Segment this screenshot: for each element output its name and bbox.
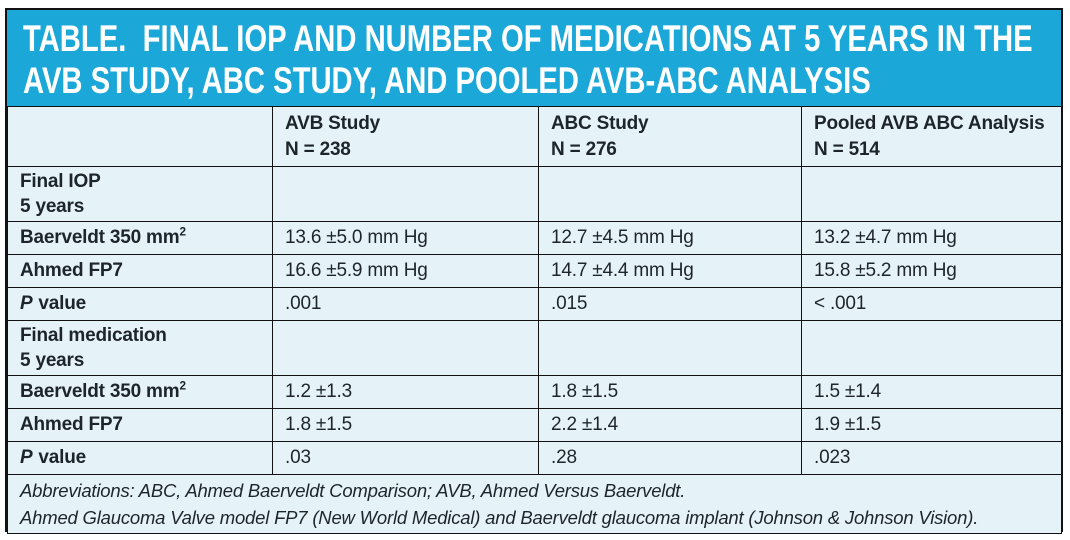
column-header-abc: ABC Study N = 276: [538, 106, 802, 167]
footnote-cell: Abbreviations: ABC, Ahmed Baerveldt Comp…: [7, 474, 1062, 534]
section-row-final-iop: Final IOP 5 years: [7, 166, 1062, 222]
row-label-cell: Ahmed FP7: [7, 254, 273, 288]
value-avb: 1.8 ±1.5: [285, 414, 352, 435]
row-label: Baerveldt 350 mm: [20, 227, 180, 248]
value-abc: 2.2 ±1.4: [551, 414, 618, 435]
value-cell: .28: [538, 441, 802, 475]
value-cell: .001: [272, 287, 539, 321]
section-line1: Final IOP: [20, 171, 101, 192]
value-cell: 1.8 ±1.5: [272, 408, 539, 442]
value-cell: 16.6 ±5.9 mm Hg: [272, 254, 539, 288]
row-label-cell: Baerveldt 350 mm2: [7, 375, 273, 409]
column-header-pooled: Pooled AVB ABC Analysis N = 514: [801, 106, 1062, 167]
row-label-cell: Baerveldt 350 mm2: [7, 221, 273, 255]
p-symbol: P: [20, 293, 33, 314]
value-avb: 16.6 ±5.9 mm Hg: [285, 260, 428, 281]
value-cell: 13.2 ±4.7 mm Hg: [801, 221, 1062, 255]
value-cell: .023: [801, 441, 1062, 475]
empty-cell: [801, 166, 1062, 222]
value-cell: 1.5 ±1.4: [801, 375, 1062, 409]
column-n: N = 276: [551, 138, 617, 160]
column-n: N = 514: [814, 138, 880, 160]
row-label: Ahmed FP7: [20, 260, 123, 281]
corner-cell: [7, 106, 273, 167]
value-cell: 1.8 ±1.5: [538, 375, 802, 409]
pvalue-abc: .015: [551, 293, 588, 314]
empty-cell: [272, 320, 539, 376]
footnote-abbreviations: Abbreviations: ABC, Ahmed Baerveldt Comp…: [20, 480, 686, 501]
column-label: Pooled AVB ABC Analysis: [814, 112, 1045, 134]
column-header-row: AVB Study N = 238 ABC Study N = 276 Pool…: [7, 106, 1062, 167]
row-label-sup: 2: [179, 225, 186, 239]
column-n: N = 238: [285, 138, 351, 160]
value-pooled: 1.9 ±1.5: [814, 414, 881, 435]
data-row-baerveldt-medication: Baerveldt 350 mm2 1.2 ±1.3 1.8 ±1.5 1.5 …: [7, 375, 1062, 409]
pvalue-avb: .001: [285, 293, 322, 314]
footnote-row: Abbreviations: ABC, Ahmed Baerveldt Comp…: [7, 474, 1062, 534]
p-label-rest: value: [38, 447, 86, 468]
value-cell: 14.7 ±4.4 mm Hg: [538, 254, 802, 288]
row-label: Ahmed FP7: [20, 414, 123, 435]
row-label: Baerveldt 350 mm: [20, 381, 180, 402]
pvalue-pooled: .023: [814, 447, 851, 468]
section-line2: 5 years: [20, 196, 85, 217]
value-pooled: 15.8 ±5.2 mm Hg: [814, 260, 957, 281]
section-label-cell: Final medication 5 years: [7, 320, 273, 376]
data-table: AVB Study N = 238 ABC Study N = 276 Pool…: [7, 106, 1062, 534]
section-row-final-medication: Final medication 5 years: [7, 320, 1062, 376]
value-pooled: 13.2 ±4.7 mm Hg: [814, 227, 957, 248]
empty-cell: [538, 320, 802, 376]
data-row-ahmed-iop: Ahmed FP7 16.6 ±5.9 mm Hg 14.7 ±4.4 mm H…: [7, 254, 1062, 288]
column-label: AVB Study: [285, 112, 380, 134]
pvalue-abc: .28: [551, 447, 577, 468]
journal-table: TABLE. FINAL IOP AND NUMBER OF MEDICATIO…: [5, 8, 1063, 534]
value-cell: 1.9 ±1.5: [801, 408, 1062, 442]
pvalue-pooled: < .001: [814, 293, 867, 314]
section-line2: 5 years: [20, 350, 85, 371]
p-label-rest: value: [38, 293, 86, 314]
value-cell: 2.2 ±1.4: [538, 408, 802, 442]
row-label-cell: Ahmed FP7: [7, 408, 273, 442]
table-title: TABLE. FINAL IOP AND NUMBER OF MEDICATIO…: [23, 18, 1040, 101]
value-pooled: 1.5 ±1.4: [814, 381, 881, 402]
row-label-sup: 2: [179, 379, 186, 393]
footnote-devices: Ahmed Glaucoma Valve model FP7 (New Worl…: [20, 507, 979, 528]
empty-cell: [538, 166, 802, 222]
value-cell: 15.8 ±5.2 mm Hg: [801, 254, 1062, 288]
value-cell: 13.6 ±5.0 mm Hg: [272, 221, 539, 255]
value-avb: 13.6 ±5.0 mm Hg: [285, 227, 428, 248]
value-abc: 12.7 ±4.5 mm Hg: [551, 227, 694, 248]
value-abc: 14.7 ±4.4 mm Hg: [551, 260, 694, 281]
pvalue-avb: .03: [285, 447, 311, 468]
data-row-ahmed-medication: Ahmed FP7 1.8 ±1.5 2.2 ±1.4 1.9 ±1.5: [7, 408, 1062, 442]
value-cell: 1.2 ±1.3: [272, 375, 539, 409]
value-cell: .03: [272, 441, 539, 475]
empty-cell: [272, 166, 539, 222]
value-abc: 1.8 ±1.5: [551, 381, 618, 402]
value-cell: 12.7 ±4.5 mm Hg: [538, 221, 802, 255]
section-label-cell: Final IOP 5 years: [7, 166, 273, 222]
section-line1: Final medication: [20, 325, 167, 346]
empty-cell: [801, 320, 1062, 376]
column-header-avb: AVB Study N = 238: [272, 106, 539, 167]
table-title-band: TABLE. FINAL IOP AND NUMBER OF MEDICATIO…: [7, 10, 1061, 106]
column-label: ABC Study: [551, 112, 649, 134]
value-avb: 1.2 ±1.3: [285, 381, 352, 402]
p-symbol: P: [20, 447, 33, 468]
value-cell: < .001: [801, 287, 1062, 321]
data-row-baerveldt-iop: Baerveldt 350 mm2 13.6 ±5.0 mm Hg 12.7 ±…: [7, 221, 1062, 255]
value-cell: .015: [538, 287, 802, 321]
